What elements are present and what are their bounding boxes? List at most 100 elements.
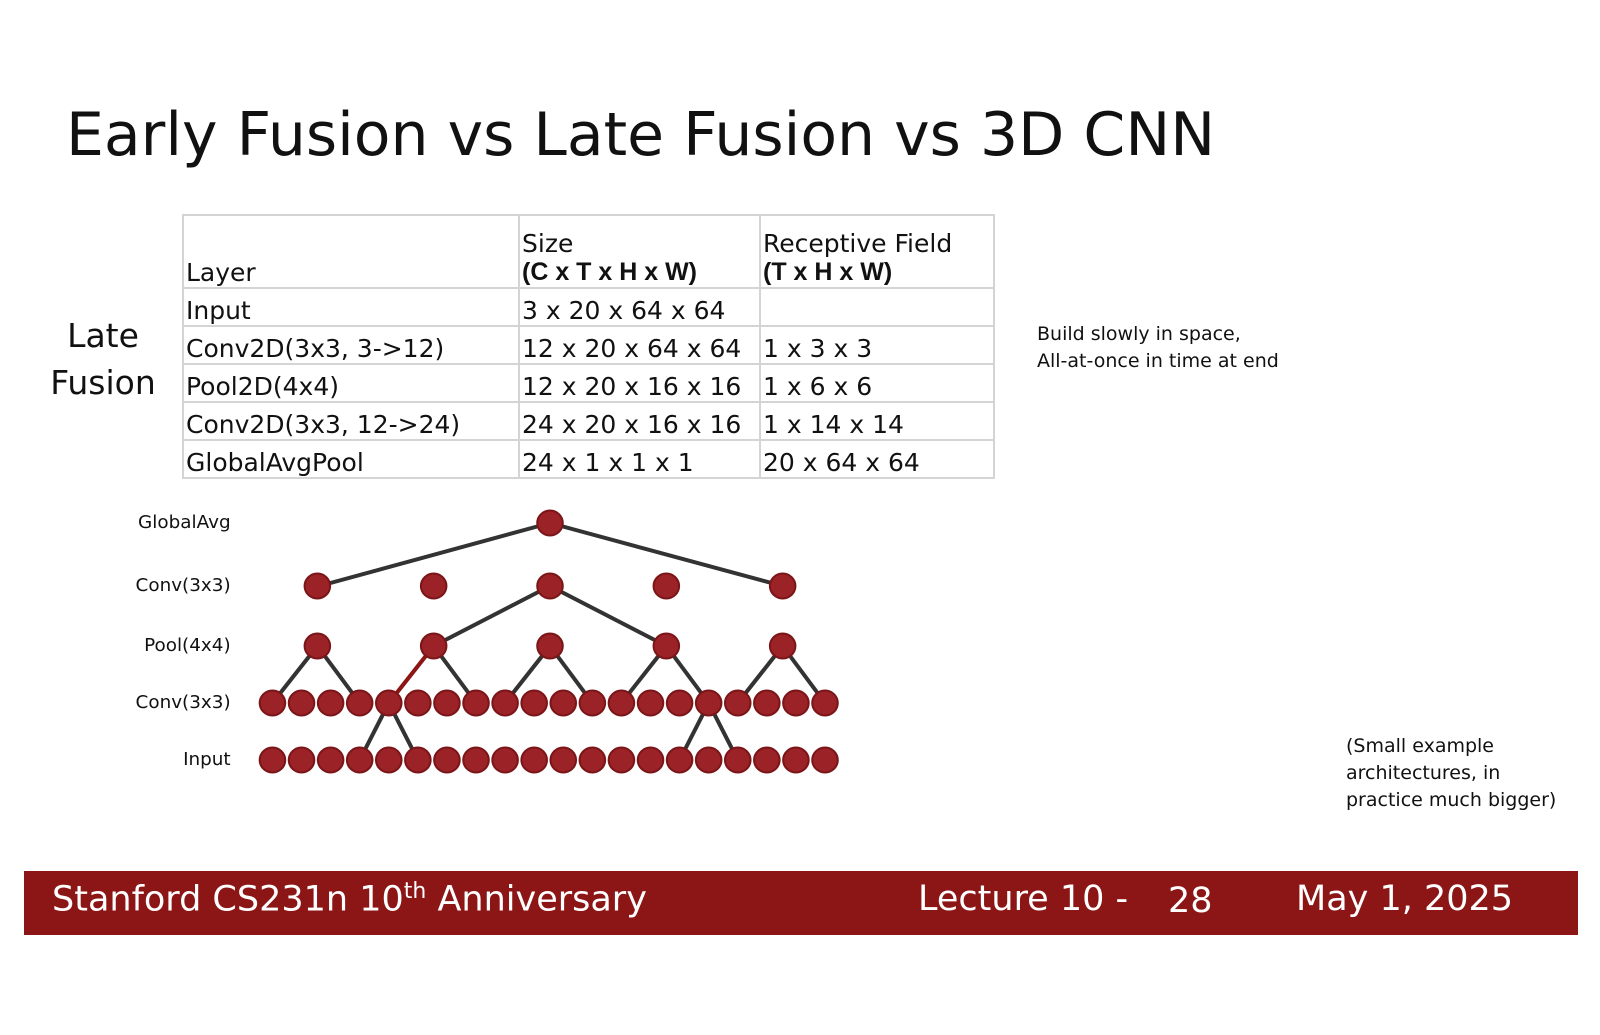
node — [345, 689, 374, 717]
table-row: Input 3 x 20 x 64 x 64 — [182, 287, 995, 327]
table-cell: 1 x 14 x 14 — [759, 401, 995, 441]
node — [753, 746, 781, 774]
table-cell: Conv2D(3x3, 3->12) — [182, 325, 520, 365]
lecture: Lecture 10 - — [918, 879, 1129, 919]
level-label: GlobalAvg — [138, 512, 231, 533]
node — [345, 746, 374, 774]
aside: (Small example architectures, in practic… — [1346, 733, 1556, 814]
node — [303, 572, 332, 600]
node — [419, 632, 448, 660]
level-label: Conv(3x3) — [136, 575, 231, 596]
header-cell: Size (C x T x H x W) — [518, 214, 761, 289]
table-row: Conv2D(3x3, 3->12) 12 x 20 x 64 x 64 1 x 3… — [182, 325, 995, 365]
node — [520, 746, 548, 774]
node — [536, 632, 564, 660]
table-cell: 1 x 3 x 3 — [759, 325, 995, 365]
aside-line: (Small example — [1346, 735, 1495, 757]
node — [723, 746, 752, 774]
node — [316, 689, 345, 717]
node — [723, 689, 752, 717]
node — [578, 689, 607, 717]
table-cell: GlobalAvgPool — [182, 439, 520, 479]
course-sup: th — [403, 879, 427, 904]
level-label: Pool(4x4) — [144, 635, 231, 656]
aside-line: practice much bigger) — [1346, 789, 1557, 811]
node — [811, 746, 839, 774]
node — [536, 509, 564, 537]
node — [375, 746, 403, 774]
node — [404, 689, 432, 717]
table-row: Pool2D(4x4) 12 x 20 x 16 x 16 1 x 6 x 6 — [182, 363, 995, 403]
side-label: Late Fusion — [50, 316, 156, 402]
table-cell: 3 x 20 x 64 x 64 — [518, 287, 761, 327]
node — [811, 689, 839, 717]
node — [768, 572, 797, 600]
course-text: Stanford CS231n 10 — [52, 879, 404, 920]
level-label: Conv(3x3) — [136, 692, 231, 713]
layer-table: Layer Size (C x T x H x W) Receptive Fiel… — [182, 214, 995, 479]
level-label: Input — [183, 749, 231, 770]
header-cell: Layer — [182, 214, 520, 289]
node — [462, 689, 490, 717]
aside-line: architectures, in — [1346, 762, 1501, 784]
edge — [318, 521, 551, 588]
table-cell: 12 x 20 x 16 x 16 — [518, 363, 761, 403]
node — [419, 572, 448, 600]
node — [636, 689, 665, 717]
title: Early Fusion vs Late Fusion vs 3D CNN — [66, 100, 1216, 170]
node — [491, 746, 519, 774]
edge — [549, 521, 784, 588]
note: Build slowly in space, All-at-once in ti… — [1037, 321, 1279, 375]
node — [520, 689, 548, 717]
node — [782, 746, 810, 774]
node — [287, 746, 316, 774]
node — [753, 689, 781, 717]
table-cell: 12 x 20 x 64 x 64 — [518, 325, 761, 365]
note-line: All-at-once in time at end — [1037, 350, 1279, 372]
node — [782, 689, 810, 717]
node — [694, 746, 723, 774]
node — [462, 746, 490, 774]
table-cell: 24 x 1 x 1 x 1 — [518, 439, 761, 479]
table-cell: Input — [182, 287, 520, 327]
table-cell: Conv2D(3x3, 12->24) — [182, 401, 520, 441]
page-number: 28 — [1168, 881, 1213, 921]
edge — [549, 584, 668, 648]
header-text: Receptive Field — [763, 229, 953, 258]
node — [578, 746, 607, 774]
node — [433, 746, 461, 774]
table-cell: Pool2D(4x4) — [182, 363, 520, 403]
node — [536, 572, 564, 600]
node — [652, 572, 681, 600]
table-cell: 20 x 64 x 64 — [759, 439, 995, 479]
node — [433, 689, 461, 717]
header-row: Layer Size (C x T x H x W) Receptive Fiel… — [182, 214, 995, 289]
node — [258, 746, 287, 774]
node — [375, 689, 403, 717]
node — [258, 689, 287, 717]
date: May 1, 2025 — [1296, 879, 1514, 919]
node — [303, 632, 332, 660]
node — [665, 689, 694, 717]
header-text: Layer — [186, 258, 256, 287]
table-row: GlobalAvgPool 24 x 1 x 1 x 1 20 x 64 x 64 — [182, 439, 995, 479]
table-cell: 24 x 20 x 16 x 16 — [518, 401, 761, 441]
node — [607, 689, 636, 717]
course-end: Anniversary — [437, 879, 647, 920]
node — [768, 632, 797, 660]
diagram: GlobalAvg Conv(3x3) Pool(4x4) Conv(3x3) Inpu… — [136, 509, 839, 774]
node — [316, 746, 345, 774]
node — [549, 689, 578, 717]
header-text: Size — [522, 229, 574, 258]
edge — [432, 584, 551, 648]
header-unit: (T x H x W) — [763, 258, 893, 286]
node — [404, 746, 432, 774]
node — [636, 746, 665, 774]
header-unit: (C x T x H x W) — [522, 258, 698, 286]
node — [694, 689, 723, 717]
table-cell — [759, 287, 995, 327]
footer: Stanford CS231n 10th Anniversary Lecture… — [24, 871, 1578, 935]
header-cell: Receptive Field (T x H x W) — [759, 214, 995, 289]
node — [549, 746, 578, 774]
